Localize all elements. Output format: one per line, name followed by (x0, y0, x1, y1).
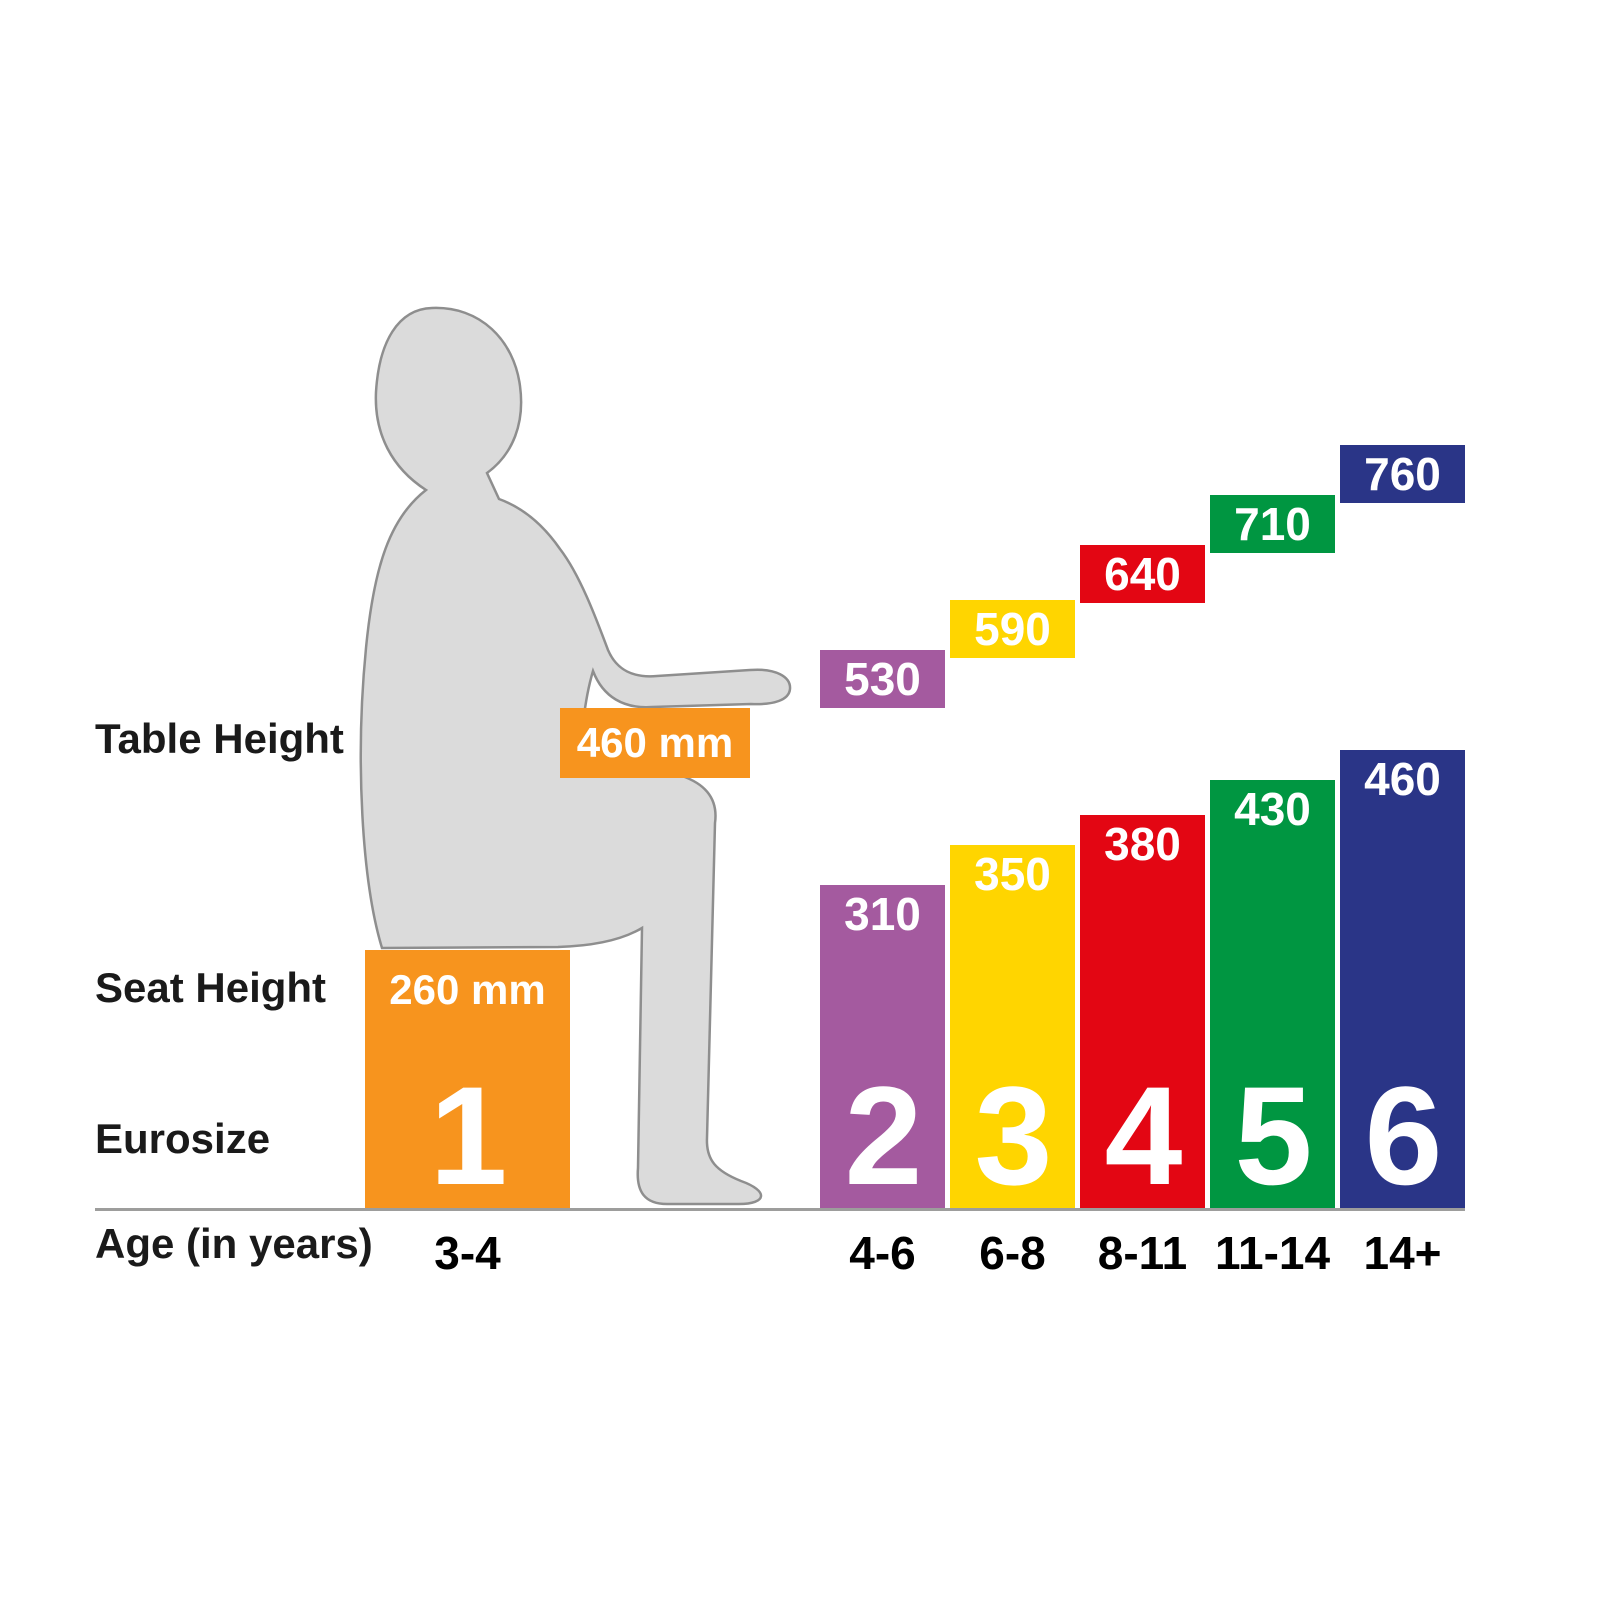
age-label: 11-14 (1214, 1227, 1331, 1279)
table-height-value: 590 (974, 603, 1051, 655)
age-label: 8-11 (1097, 1227, 1188, 1279)
eurosize-label: Eurosize (95, 1115, 271, 1162)
age-axis-label: Age (in years) (95, 1220, 373, 1267)
eurosize-6-column: 760 460 6 (1340, 445, 1465, 1210)
seat-height-value: 350 (974, 848, 1051, 900)
seat-height-value: 460 (1364, 753, 1441, 805)
eurosize-5-column: 710 430 5 (1210, 495, 1335, 1210)
age-label-size1: 3-4 (434, 1227, 501, 1279)
table-to-seat-gap (1080, 603, 1205, 815)
table-height-value: 710 (1234, 498, 1311, 550)
table-height-value: 530 (844, 653, 921, 705)
age-label: 4-6 (849, 1227, 916, 1279)
table-to-seat-gap (1340, 503, 1465, 750)
eurosize-3-column: 590 350 3 (950, 600, 1075, 1210)
size1-table-height-block: 460 mm (560, 708, 750, 778)
size1-seat-block: 260 mm 1 (365, 950, 570, 1210)
age-label: 6-8 (979, 1227, 1046, 1279)
eurosize-2-column: 530 310 2 (820, 650, 945, 1210)
age-label: 14+ (1363, 1227, 1442, 1279)
eurosize-4-column: 640 380 4 (1080, 545, 1205, 1210)
eurosize-number: 4 (1104, 1057, 1183, 1214)
eurosize-number: 2 (844, 1057, 923, 1214)
table-to-seat-gap (820, 708, 945, 885)
eurosize-number: 5 (1234, 1057, 1313, 1214)
seat-height-value: 310 (844, 888, 921, 940)
size1-eurosize-number: 1 (429, 1057, 508, 1214)
table-to-seat-gap (950, 658, 1075, 845)
seat-height-value: 380 (1104, 818, 1181, 870)
seat-height-label: Seat Height (95, 964, 327, 1011)
table-to-seat-gap (1210, 553, 1335, 780)
table-height-value: 640 (1104, 548, 1181, 600)
seat-height-value: 430 (1234, 783, 1311, 835)
table-height-label: Table Height (95, 715, 344, 762)
baseline-axis (95, 1208, 1465, 1211)
size1-seat-height-value: 260 mm (389, 966, 546, 1013)
eurosize-number: 3 (974, 1057, 1053, 1214)
eurosize-number: 6 (1364, 1057, 1443, 1214)
table-height-value: 760 (1364, 448, 1441, 500)
